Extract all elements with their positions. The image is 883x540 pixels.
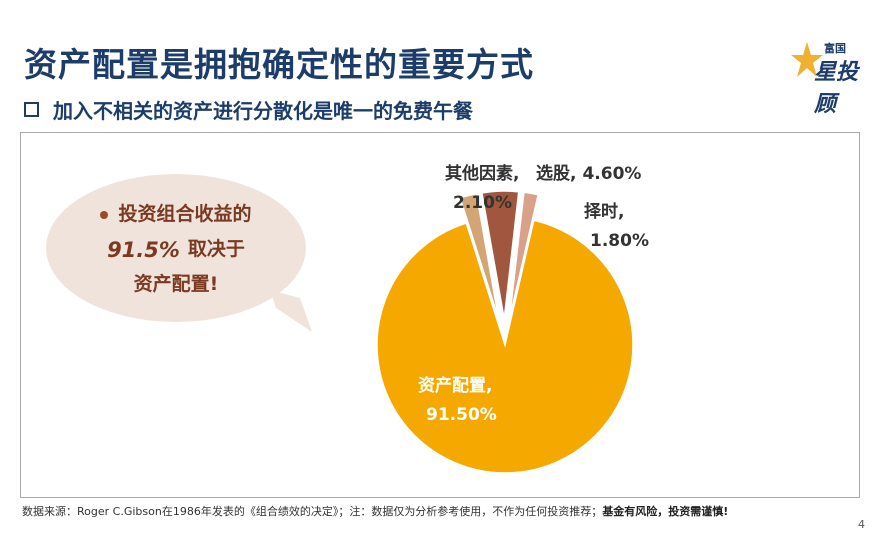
callout-line3-text: 资产配置! [133, 273, 219, 296]
bullet-dot-icon [100, 211, 109, 219]
logo-main-text: 星投顾 [814, 60, 859, 117]
pie-label-1: 资产配置, 91.50% [418, 372, 497, 430]
callout-bubble: 投资组合收益的 91.5% 取决于 资产配置! [40, 170, 330, 340]
callout-line-3: 资产配置! [134, 268, 219, 301]
page-title: 资产配置是拥抱确定性的重要方式 [24, 45, 534, 84]
chart-frame [20, 132, 860, 498]
pie-label-name-2: 其他因素, [445, 164, 520, 184]
callout-line1-text: 投资组合收益的 [118, 203, 252, 226]
pie-slice-4 [508, 191, 540, 320]
callout-line-1: 投资组合收益的 [100, 198, 252, 231]
callout-line-2: 91.5% 取决于 [107, 232, 245, 269]
footer-note: 数据来源：Roger C.Gibson在1986年发表的《组合绩效的决定》；注：… [22, 503, 728, 519]
square-bullet-icon [24, 101, 39, 117]
pie-label-value-4: 1.80% [590, 230, 649, 251]
pie-label-2: 其他因素, 2.10% [445, 160, 519, 218]
pie-label-name-4: 择时, [584, 202, 625, 222]
pie-slice-1 [376, 219, 634, 474]
pie-label-name-3: 选股, [536, 164, 577, 184]
callout-bubble-shape [46, 174, 312, 332]
brand-logo: 富国 星投顾 [790, 40, 876, 117]
pie-slice-2 [459, 192, 500, 320]
footer-source: 数据来源：Roger C.Gibson在1986年发表的《组合绩效的决定》；注：… [22, 505, 603, 518]
callout-text: 投资组合收益的 91.5% 取决于 资产配置! [40, 170, 312, 330]
pie-label-4: 择时, 1.80% [584, 198, 649, 256]
subtitle-row: 加入不相关的资产进行分散化是唯一的免费午餐 [24, 96, 473, 123]
pie-label-name-1: 资产配置, [418, 376, 493, 396]
callout-line2-text: 取决于 [187, 238, 245, 261]
callout-percentage: 91.5% [107, 237, 180, 262]
page-subtitle: 加入不相关的资产进行分散化是唯一的免费午餐 [53, 98, 473, 123]
pie-label-3: 选股, 4.60% [536, 160, 641, 189]
logo-top-text: 富国 [824, 42, 846, 55]
footer-risk-warning: 基金有风险，投资需谨慎! [602, 505, 729, 518]
pie-label-value-3: 4.60% [582, 164, 642, 184]
pie-slice-3 [481, 190, 520, 320]
pie-label-value-2: 2.10% [453, 192, 512, 213]
page-number: 4 [858, 518, 865, 531]
pie-slices [376, 190, 634, 474]
star-icon [791, 42, 823, 77]
pie-label-value-1: 91.50% [426, 404, 497, 425]
